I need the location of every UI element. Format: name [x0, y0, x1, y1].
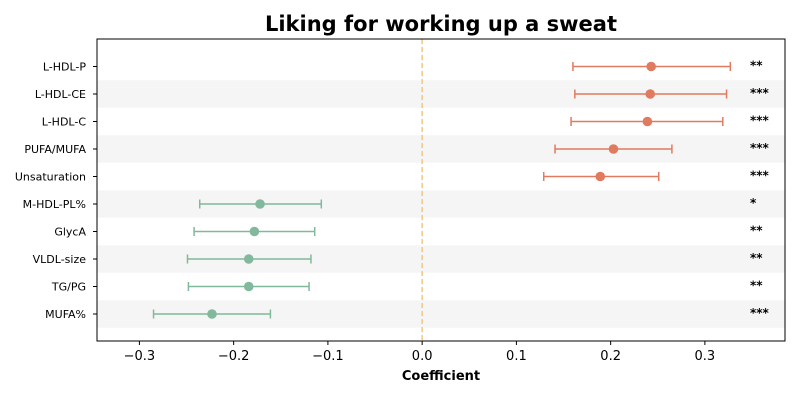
y-tick-label: M-HDL-PL%	[23, 198, 86, 211]
y-tick-label: VLDL-size	[33, 253, 87, 266]
significance-label: ***	[750, 86, 770, 100]
x-tick-layer: −0.3 −0.2 −0.1 0.0 0.1 0.2 0.3	[124, 341, 716, 364]
data-marks-layer	[152, 61, 732, 319]
significance-label: **	[750, 59, 763, 73]
estimate-point	[243, 281, 254, 292]
plot-frame	[96, 38, 786, 342]
row-shade-band	[97, 135, 785, 163]
chart-title: Liking for working up a sweat	[265, 12, 617, 36]
y-tick-label: TG/PG	[51, 281, 86, 294]
estimate-point	[646, 61, 656, 72]
significance-label: **	[750, 224, 763, 238]
y-tick-label: PUFA/MUFA	[24, 143, 86, 156]
x-tick-label: 0.0	[412, 349, 433, 364]
significance-label: **	[750, 251, 763, 265]
y-tick-layer: L-HDL-P L-HDL-CE L-HDL-C PUFA/MUFA Unsaturat…	[15, 61, 97, 321]
x-tick-label: −0.3	[124, 349, 156, 364]
estimate-point	[207, 309, 217, 319]
x-tick-label: −0.2	[218, 349, 250, 364]
x-tick-label: 0.1	[506, 349, 527, 364]
y-tick-label: L-HDL-CE	[35, 88, 86, 101]
significance-label: ***	[750, 114, 770, 128]
x-tick-label: 0.3	[695, 349, 716, 364]
estimate-point	[645, 89, 656, 99]
y-tick-label: MUFA%	[45, 308, 86, 321]
y-tick-label: Unsaturation	[15, 171, 86, 184]
significance-layer: ************************	[750, 59, 770, 321]
estimate-point	[243, 254, 254, 264]
y-tick-label: GlycA	[54, 226, 86, 239]
significance-label: ***	[750, 141, 770, 155]
significance-label: ***	[750, 169, 770, 183]
significance-label: ***	[750, 306, 770, 320]
significance-label: **	[750, 279, 763, 293]
estimate-point	[608, 144, 619, 154]
estimate-point	[595, 171, 606, 182]
estimate-point	[642, 116, 653, 127]
estimate-point	[249, 226, 260, 237]
significance-label: *	[750, 196, 757, 210]
y-tick-label: L-HDL-C	[42, 116, 87, 129]
estimate-point	[255, 199, 265, 209]
y-tick-label: L-HDL-P	[43, 61, 87, 74]
x-axis-label: Coefficient	[402, 369, 480, 384]
x-tick-label: −0.1	[312, 349, 344, 364]
x-tick-label: 0.2	[600, 349, 621, 364]
